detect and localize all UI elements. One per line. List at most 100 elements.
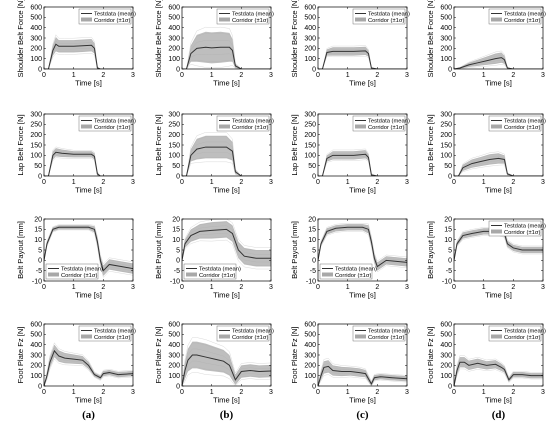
individual-trace [182,372,271,386]
y-tick-label: 0 [38,383,42,390]
legend-label-mean: Testdata (mean) [504,12,546,18]
x-tick-label: 3 [405,284,409,291]
individual-trace [182,219,271,261]
legend-label-mean: Testdata (mean) [504,224,546,230]
x-tick-label: 3 [541,179,545,186]
y-tick-label: 500 [440,15,452,22]
x-tick-label: 3 [541,389,545,396]
y-axis-label: Lap Belt Force [N] [154,114,163,175]
y-axis-label: Belt Payout [mm] [426,221,435,279]
mean-line [182,46,271,69]
y-tick-label: 400 [440,342,452,349]
legend: Testdata (mean)Corridor (±1σ) [488,325,546,342]
mean-line [182,354,271,386]
y-tick-label: 200 [168,46,180,53]
individual-trace [44,229,133,278]
y-axis-label: Belt Payout [mm] [154,221,163,279]
x-axis-label: Time [s] [485,186,512,195]
legend: Testdata (mean)Corridor (±1σ) [78,115,136,132]
legend-swatch-corridor [355,124,366,129]
legend-label-corridor: Corridor (±1σ) [368,18,404,24]
y-tick-label: 0 [176,66,180,73]
y-tick-label: 0 [448,258,452,265]
subplot-r3-c1: 0 1 2 3 -10 -5 0 5 10 15 20 Time [s] Belt Payout [mm… [16,216,135,299]
individual-trace [44,157,133,176]
y-tick-label: 100 [168,56,180,63]
x-axis-label: Time [s] [349,396,376,405]
legend-swatch-corridor [355,17,366,22]
x-tick-label: 1 [72,179,76,186]
plot-area [318,222,407,273]
y-tick-label: 200 [440,132,452,139]
legend-swatch-corridor [219,334,230,339]
y-tick-label: 300 [440,35,452,42]
subplot-r2-c4: 0 1 2 3 0 50 100 150 200 250 300 Time [s] Lap Belt F… [426,111,546,194]
y-axis-label: Shoulder Belt Force [N] [16,0,25,77]
x-tick-label: 1 [72,72,76,79]
corridor-band [44,36,133,69]
x-tick-label: 0 [452,284,456,291]
column-label: (a) [82,409,95,421]
individual-trace [44,225,133,267]
y-tick-label: -10 [32,278,42,285]
y-tick-label: 0 [38,258,42,265]
y-tick-label: 5 [38,247,42,254]
legend: Testdata (mean)Corridor (±1σ) [78,8,136,25]
x-tick-label: 0 [452,72,456,79]
y-tick-label: 400 [304,25,316,32]
y-tick-label: 250 [30,122,42,129]
plot-area [318,358,407,386]
y-tick-label: 400 [304,342,316,349]
plot-area [182,26,271,69]
x-tick-label: 2 [511,284,515,291]
y-tick-label: 600 [30,321,42,328]
x-tick-label: 2 [511,179,515,186]
legend-swatch-corridor [355,334,366,339]
y-tick-label: 0 [312,258,316,265]
legend-label-corridor: Corridor (±1σ) [61,273,97,279]
column-label: (d) [492,409,506,421]
y-tick-label: 150 [168,142,180,149]
y-tick-label: 150 [304,142,316,149]
legend: Testdata (mean)Corridor (±1σ) [352,325,410,342]
y-tick-label: 50 [308,163,316,170]
individual-trace [182,63,271,69]
legend: Testdata (mean)Corridor (±1σ) [488,8,546,25]
corridor-band [318,46,407,69]
legend: Testdata (mean)Corridor (±1σ) [352,8,410,25]
x-axis-label: Time [s] [213,396,240,405]
y-tick-label: 0 [312,383,316,390]
legend-label-mean: Testdata (mean) [335,267,377,273]
y-tick-label: 300 [30,111,42,118]
plot-area [44,342,133,386]
legend-label-mean: Testdata (mean) [232,119,274,125]
y-tick-label: -5 [446,268,452,275]
y-tick-label: 100 [304,56,316,63]
corridor-band [44,148,133,176]
y-tick-label: 15 [34,227,42,234]
subplot-r4-c3: 0 1 2 3 0 100 200 300 400 500 600 Time [s] Foot Plat… [290,321,410,404]
x-tick-label: 3 [405,179,409,186]
legend-label-corridor: Corridor (±1σ) [232,18,268,24]
legend: Testdata (mean)Corridor (±1σ) [488,115,546,132]
individual-trace [318,159,407,176]
x-tick-label: 1 [72,284,76,291]
legend-swatch-corridor [81,17,92,22]
x-tick-label: 1 [482,179,486,186]
individual-trace [454,151,543,176]
y-tick-label: 400 [168,25,180,32]
individual-trace [318,56,407,69]
x-tick-label: 1 [346,389,350,396]
y-tick-label: 0 [176,258,180,265]
subplot-r4-c2: 0 1 2 3 0 100 200 300 400 500 600 Time [s] Foot Plat… [154,321,274,404]
x-axis-label: Time [s] [75,291,102,300]
individual-trace [318,157,407,176]
x-tick-label: 0 [180,389,184,396]
y-tick-label: 600 [304,321,316,328]
legend-swatch-corridor [48,272,59,277]
plot-area [318,45,407,69]
legend-label-mean: Testdata (mean) [94,119,136,125]
y-tick-label: -10 [442,278,452,285]
legend-swatch-corridor [81,124,92,129]
